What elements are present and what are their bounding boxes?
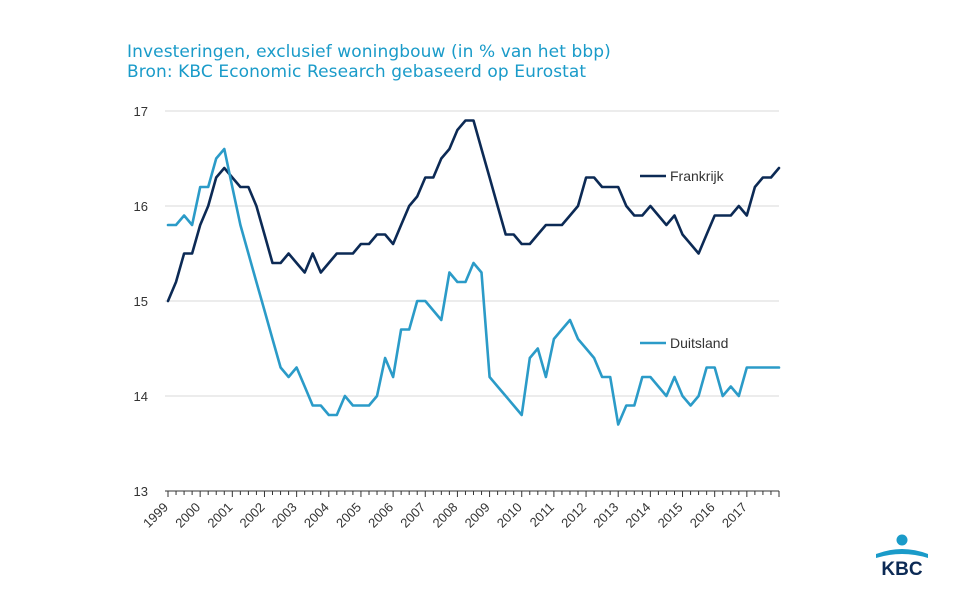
y-tick-label: 16 xyxy=(134,199,148,214)
x-tick-label: 2000 xyxy=(172,500,203,531)
x-tick-label: 2014 xyxy=(622,500,653,531)
x-tick-label: 2016 xyxy=(687,500,718,531)
x-tick-label: 2013 xyxy=(590,500,621,531)
x-tick-label: 2010 xyxy=(494,500,525,531)
x-tick-label: 2011 xyxy=(527,500,557,530)
svg-text:KBC: KBC xyxy=(881,559,922,578)
x-tick-label: 2003 xyxy=(269,500,300,531)
series-lines xyxy=(166,119,781,426)
x-tick-label: 2009 xyxy=(462,500,493,531)
x-tick-label: 2002 xyxy=(237,500,268,531)
x-tick-label: 2006 xyxy=(365,500,396,531)
y-tick-label: 14 xyxy=(134,389,148,404)
kbc-logo: KBC xyxy=(876,534,928,578)
y-tick-label: 17 xyxy=(134,104,148,119)
x-tick-label: 2017 xyxy=(719,500,750,531)
y-tick-label: 15 xyxy=(134,294,148,309)
x-tick-label: 1999 xyxy=(140,500,171,531)
y-tick-label: 13 xyxy=(134,484,148,499)
x-tick-label: 2012 xyxy=(558,500,589,531)
x-tick-label: 2008 xyxy=(429,500,460,531)
x-tick-label: 2007 xyxy=(397,500,428,531)
legend-label: Duitsland xyxy=(670,335,728,351)
x-tick-label: 2015 xyxy=(655,500,686,531)
legend-label: Frankrijk xyxy=(670,168,725,184)
y-tick-labels: 13 14 15 16 17 xyxy=(134,104,148,499)
x-axis xyxy=(165,490,780,497)
series-line-duitsland xyxy=(166,147,781,426)
series-labels: Frankrijk Duitsland xyxy=(640,168,728,351)
x-tick-label: 2004 xyxy=(301,500,332,531)
grid-lines xyxy=(165,110,779,397)
chart-subtitle: Bron: KBC Economic Research gebaseerd op… xyxy=(127,62,587,82)
x-tick-label: 2001 xyxy=(204,500,235,531)
x-tick-labels: 1999 2000 2001 2002 2003 2004 2005 2006 2007 2008… xyxy=(140,500,750,531)
chart-title: Investeringen, exclusief woningbouw (in … xyxy=(127,42,611,62)
x-tick-label: 2005 xyxy=(333,500,364,531)
series-line-frankrijk xyxy=(166,119,781,303)
